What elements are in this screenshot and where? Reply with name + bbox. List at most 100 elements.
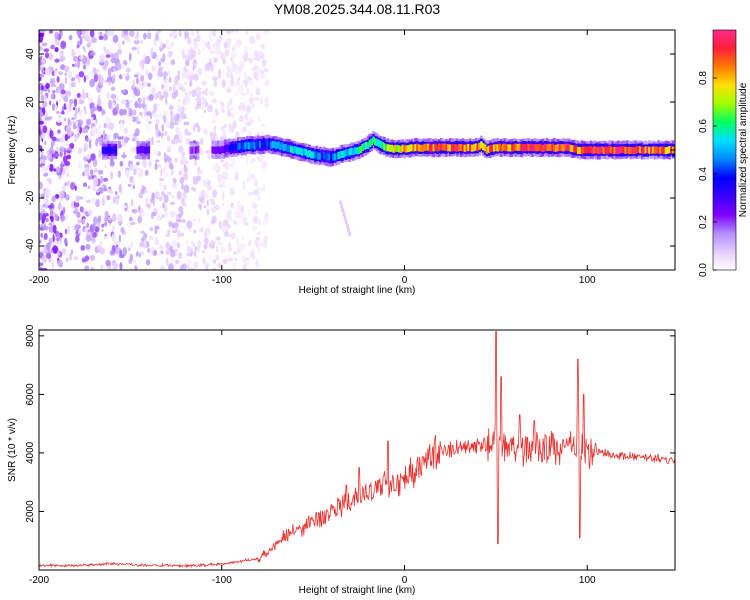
ridge-cell: [662, 147, 666, 155]
noise-blob: [263, 30, 266, 37]
noise-blob: [90, 51, 96, 56]
noise-blob: [164, 210, 168, 219]
ridge-cell: [427, 143, 430, 151]
noise-blob: [78, 110, 83, 117]
noise-blob: [63, 213, 68, 222]
noise-blob: [71, 117, 75, 121]
noise-blob: [42, 125, 48, 134]
noise-blob: [83, 65, 86, 70]
noise-blob: [211, 207, 216, 213]
noise-blob: [250, 103, 255, 109]
noise-blob: [215, 38, 220, 48]
noise-blob: [160, 132, 163, 139]
ridge-cell: [538, 143, 542, 151]
noise-blob: [39, 144, 43, 149]
noise-blob: [129, 267, 134, 270]
noise-blob: [89, 175, 92, 180]
ridge-cell: [322, 152, 326, 160]
noise-blob: [182, 151, 186, 156]
colorbar-tick-label: 0.6: [698, 119, 709, 133]
noise-blob: [54, 213, 59, 222]
colorbar-tick-label: 0.2: [698, 215, 709, 229]
noise-blob: [226, 30, 232, 35]
noise-blob: [133, 74, 139, 78]
ridge-cell: [282, 144, 286, 152]
ridge-cell: [233, 143, 236, 151]
noise-blob: [185, 238, 189, 247]
noise-blob: [203, 237, 209, 245]
ridge-cell: [215, 146, 218, 154]
noise-blob: [232, 262, 238, 270]
noise-blob: [78, 229, 83, 235]
noise-blob: [206, 199, 210, 207]
noise-blob: [178, 206, 184, 213]
noise-blob: [235, 131, 240, 140]
ridge-cell: [436, 144, 439, 152]
noise-blob: [262, 219, 268, 227]
ridge-cell: [109, 146, 112, 154]
noise-blob: [162, 110, 169, 115]
noise-blob: [242, 79, 248, 84]
noise-blob: [108, 79, 111, 86]
noise-blob: [105, 54, 111, 58]
snr-x-tick-label: 100: [579, 575, 596, 586]
ridge-cell: [476, 144, 480, 152]
ridge-cell: [512, 143, 516, 151]
ridge-cell: [516, 143, 520, 151]
noise-blob: [257, 116, 261, 123]
noise-blob: [220, 51, 224, 60]
noise-blob: [153, 112, 159, 118]
ridge-cell: [386, 144, 390, 152]
ridge-cell: [544, 143, 547, 151]
noise-blob: [174, 259, 180, 265]
noise-blob: [251, 66, 254, 73]
noise-blob: [46, 242, 51, 251]
ridge-cell: [251, 141, 255, 149]
noise-blob: [227, 41, 231, 46]
ridge-cell: [450, 144, 454, 152]
noise-blob: [229, 66, 233, 74]
ridge-cell: [445, 143, 448, 151]
noise-blob: [197, 239, 202, 249]
ridge-cell: [459, 143, 463, 151]
noise-blob: [109, 122, 114, 131]
noise-blob: [122, 230, 127, 236]
noise-blob: [73, 98, 78, 107]
noise-blob: [130, 146, 137, 153]
noise-blob: [55, 104, 58, 112]
noise-blob: [178, 131, 183, 141]
noise-blob: [212, 259, 217, 264]
noise-blob: [127, 206, 130, 213]
noise-blob: [144, 81, 148, 88]
ridge-cell: [531, 144, 534, 152]
noise-blob: [143, 245, 148, 249]
noise-blob: [228, 233, 232, 238]
ridge-cell: [613, 146, 617, 154]
ridge-cell: [333, 153, 337, 161]
noise-blob: [98, 169, 104, 175]
noise-blob: [93, 73, 99, 83]
noise-blob: [253, 49, 259, 57]
noise-blob: [104, 210, 109, 219]
noise-blob: [230, 112, 234, 119]
noise-blob: [206, 40, 210, 50]
noise-blob: [76, 30, 81, 36]
noise-blob: [187, 90, 192, 97]
noise-blob: [57, 129, 61, 134]
noise-blob: [234, 210, 240, 219]
snr-x-label: Height of straight line (km): [299, 585, 416, 596]
noise-blob: [173, 79, 179, 86]
noise-blob: [226, 211, 232, 219]
noise-blob: [110, 93, 117, 99]
noise-blob: [197, 68, 202, 76]
ridge-cell: [514, 143, 518, 151]
noise-blob: [167, 191, 172, 196]
ridge-cell: [374, 138, 377, 146]
noise-blob: [132, 92, 136, 99]
noise-blob: [232, 219, 237, 225]
noise-blob: [196, 175, 201, 181]
noise-blob: [117, 41, 122, 49]
ridge-cell: [525, 143, 529, 151]
noise-blob: [172, 84, 176, 93]
ridge-cell: [310, 151, 313, 159]
